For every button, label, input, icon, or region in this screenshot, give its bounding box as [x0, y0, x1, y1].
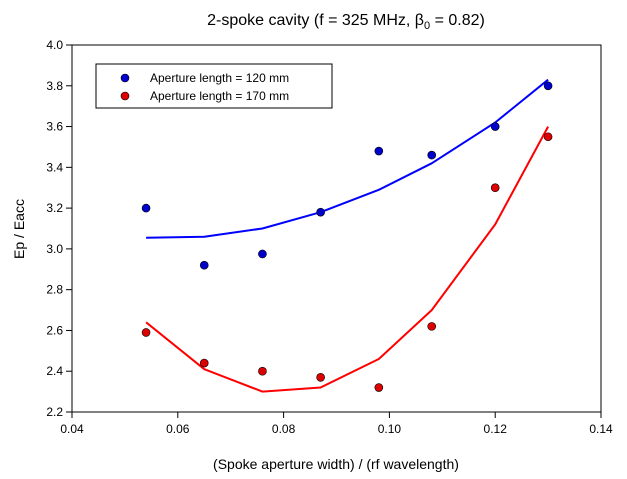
y-tick-label: 2.6	[46, 323, 63, 337]
legend: Aperture length = 120 mm Aperture length…	[95, 63, 333, 109]
data-point-series-0	[316, 207, 325, 217]
fit-line-series-0	[146, 78, 549, 239]
fit-line-series-1	[145, 126, 549, 393]
data-point-series-1	[543, 132, 553, 142]
data-point-series-1	[258, 366, 267, 376]
chart-title: 2-spoke cavity (f = 325 MHz, β0 = 0.82)	[207, 12, 485, 32]
y-axis-label: Ep / Eacc	[11, 199, 27, 259]
data-point-series-1	[141, 328, 151, 337]
data-markers	[141, 81, 553, 392]
x-tick-label: 0.04	[60, 422, 84, 436]
plot-frame	[71, 44, 602, 413]
data-point-series-1	[316, 373, 325, 382]
data-point-series-0	[543, 81, 553, 91]
legend-label-170mm: Aperture length = 170 mm	[150, 89, 289, 103]
x-tick-label: 0.06	[166, 422, 190, 436]
y-tick-label: 3.0	[46, 242, 63, 256]
data-point-series-0	[199, 260, 209, 270]
data-point-series-0	[141, 203, 151, 213]
y-axis: 2.2 2.4 2.6 2.8 3.0 3.2 3.4 3.6 3.8 4.0	[46, 38, 72, 419]
chart-title-suffix: = 0.82)	[430, 12, 485, 29]
data-point-series-1	[374, 383, 384, 392]
legend-label-120mm: Aperture length = 120 mm	[150, 71, 289, 85]
chart-title-beta-subscript: 0	[424, 20, 430, 32]
x-axis-label: (Spoke aperture width) / (rf wavelength)	[213, 456, 459, 472]
y-tick-label: 3.4	[46, 160, 63, 174]
chart-title-beta: β	[415, 12, 424, 29]
x-tick-label: 0.12	[484, 422, 508, 436]
y-tick-label: 2.4	[46, 364, 63, 378]
fit-lines	[145, 78, 549, 393]
y-tick-label: 3.6	[46, 120, 63, 134]
data-point-series-0	[374, 146, 384, 156]
x-axis: 0.04 0.06 0.08 0.10 0.12 0.14	[60, 412, 613, 436]
y-tick-label: 4.0	[46, 38, 63, 52]
data-point-series-0	[258, 249, 267, 259]
legend-marker-120mm	[120, 73, 130, 83]
data-point-series-0	[490, 122, 500, 131]
x-tick-label: 0.08	[272, 422, 296, 436]
x-tick-label: 0.10	[378, 422, 402, 436]
data-point-series-0	[427, 150, 437, 160]
legend-box	[95, 63, 333, 109]
y-tick-label: 3.2	[46, 201, 63, 215]
legend-marker-170mm	[120, 91, 130, 101]
x-tick-label: 0.14	[589, 422, 613, 436]
data-point-series-1	[490, 183, 500, 193]
y-tick-label: 3.8	[46, 79, 63, 93]
data-point-series-1	[199, 358, 209, 368]
y-tick-label: 2.8	[46, 283, 63, 297]
chart-title-prefix: 2-spoke cavity (f = 325 MHz,	[207, 12, 415, 29]
data-point-series-1	[427, 322, 437, 331]
y-tick-label: 2.2	[46, 405, 63, 419]
